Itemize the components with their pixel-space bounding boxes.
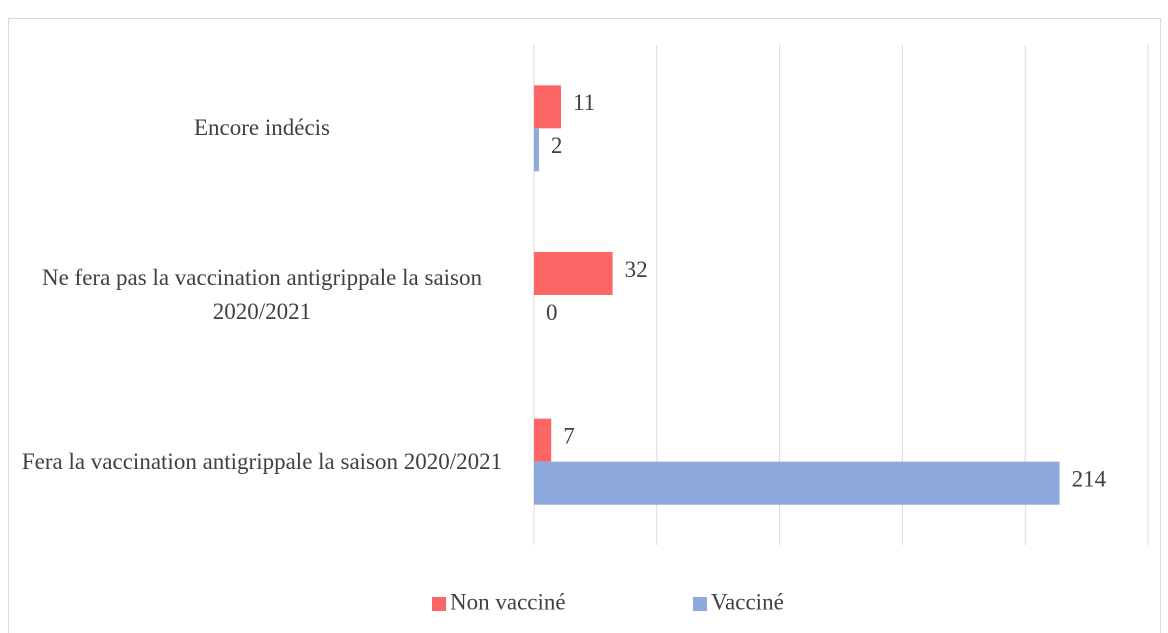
legend-swatch [693, 597, 707, 611]
y-tick-label: Fera la vaccination antigrippale la sais… [21, 448, 503, 474]
bar [534, 418, 552, 462]
bar [534, 252, 613, 295]
y-tick-label: Encore indécis [193, 115, 331, 141]
bar [534, 461, 1060, 505]
chart-border [8, 18, 1161, 633]
data-label: 0 [546, 300, 558, 325]
data-label: 7 [563, 423, 575, 448]
data-label: 11 [573, 90, 595, 115]
data-label: 32 [625, 257, 648, 282]
bar [534, 85, 562, 129]
y-tick-label: Ne fera pas la vaccination antigrippale … [41, 265, 482, 324]
legend-label: Non vacciné [450, 589, 566, 614]
data-label: 2 [551, 133, 563, 158]
data-label: 214 [1072, 466, 1107, 491]
legend-label: Vacciné [711, 589, 784, 614]
legend-swatch [432, 597, 446, 611]
bar [534, 128, 539, 172]
